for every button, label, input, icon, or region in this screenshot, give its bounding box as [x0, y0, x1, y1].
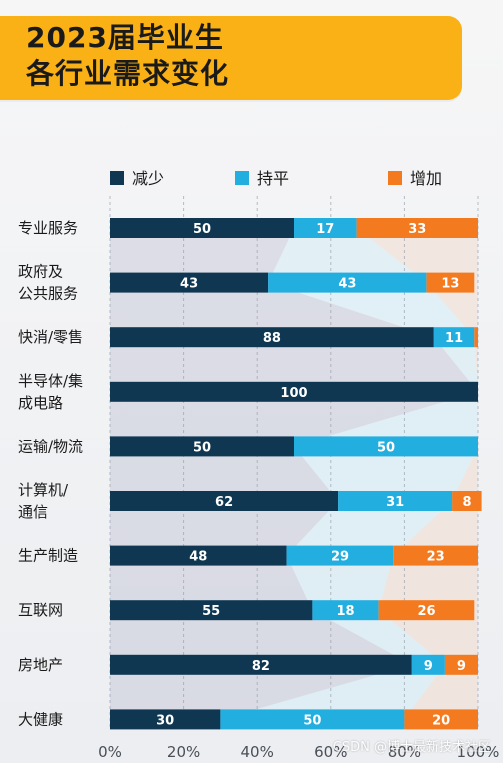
bar-1-1	[268, 272, 427, 293]
x-tick-5: 100%	[457, 743, 500, 761]
category-label-9: 大健康	[18, 710, 63, 728]
bar-label-8-0: 82	[252, 659, 270, 674]
bar-7-1	[312, 600, 379, 621]
bar-4-0	[110, 436, 294, 457]
bar-0-0	[110, 218, 294, 238]
x-tick-3: 60%	[314, 743, 347, 761]
bar-9-2	[404, 709, 478, 730]
bar-8-0	[110, 654, 412, 675]
legend-label-1: 持平	[257, 169, 289, 188]
bar-label-0-1: 17	[316, 222, 334, 237]
bar-label-5-2: 8	[462, 495, 471, 510]
bar-4-1	[294, 436, 478, 457]
legend-swatch-1	[235, 171, 249, 185]
bar-label-7-1: 18	[336, 604, 354, 619]
data-labels: 50 17 33 43 43 13 88 11 100 50 50 62 31 8 48 29 23 55 18 26…	[156, 222, 471, 728]
bar-label-6-1: 29	[331, 550, 349, 565]
bar-9-1	[220, 709, 405, 730]
bar-0-2	[356, 218, 478, 238]
x-tick-1: 20%	[167, 743, 200, 761]
legend-label-2: 增加	[410, 169, 442, 188]
watermark-text: CSDN @博士最新技术社区	[332, 740, 491, 755]
bar-6-1	[286, 545, 394, 566]
bar-0-1	[294, 218, 357, 238]
bar-label-3-0: 100	[280, 386, 307, 401]
bar-label-9-2: 20	[432, 713, 450, 728]
title-line-1: 2023届毕业生	[26, 21, 224, 54]
x-tick-0: 0%	[98, 743, 122, 761]
bar-2-1	[433, 327, 475, 348]
bar-1-0	[110, 272, 269, 293]
bar-label-2-1: 11	[445, 331, 463, 346]
category-label-0: 专业服务	[18, 219, 78, 237]
bar-label-0-2: 33	[408, 222, 426, 237]
bar-label-5-0: 62	[215, 495, 233, 510]
background-band-increase	[356, 228, 478, 720]
bar-label-8-1: 9	[424, 659, 433, 674]
bar-7-0	[110, 600, 313, 621]
bar-label-6-2: 23	[427, 550, 445, 565]
bar-2-2	[474, 327, 478, 348]
bar-5-2	[452, 491, 482, 511]
legend: 减少 持平 增加	[110, 169, 442, 188]
category-label-4: 运输/物流	[18, 437, 83, 455]
bar-8-1	[411, 654, 445, 675]
title-line-2: 各行业需求变化	[26, 57, 230, 90]
background-band-decrease	[110, 228, 478, 720]
bar-6-0	[110, 545, 287, 566]
category-label-2: 快消/零售	[18, 328, 83, 346]
legend-label-0: 减少	[132, 169, 164, 188]
category-label-6: 生产制造	[18, 547, 78, 565]
bar-5-1	[338, 491, 453, 511]
x-tick-2: 40%	[241, 743, 274, 761]
bar-label-0-0: 50	[193, 222, 211, 237]
bar-label-4-0: 50	[193, 440, 211, 455]
bar-label-1-0: 43	[180, 277, 198, 292]
x-tick-4: 80%	[388, 743, 421, 761]
category-label-8: 房地产	[18, 656, 63, 674]
x-axis-ticks: 0% 20% 40% 60% 80% 100%	[98, 743, 499, 761]
bar-8-2	[444, 654, 478, 675]
bar-label-5-1: 31	[386, 495, 404, 510]
bar-label-9-1: 50	[303, 713, 321, 728]
bar-label-6-0: 48	[189, 550, 207, 565]
bar-label-9-0: 30	[156, 713, 174, 728]
category-label-3: 半导体/集成电路	[18, 372, 83, 412]
bar-7-2	[378, 600, 475, 621]
bar-label-7-2: 26	[417, 604, 435, 619]
bar-label-4-1: 50	[377, 440, 395, 455]
page-title: 2023届毕业生 各行业需求变化	[26, 20, 229, 92]
bar-label-2-0: 88	[263, 331, 281, 346]
bar-label-7-0: 55	[202, 604, 220, 619]
chart-background	[110, 228, 478, 720]
bar-label-1-2: 13	[441, 277, 459, 292]
background-band-flat	[220, 228, 478, 720]
legend-swatch-0	[110, 171, 124, 185]
bar-2-0	[110, 327, 434, 348]
bar-3-0	[110, 381, 478, 402]
bar-1-2	[426, 272, 475, 293]
bars	[110, 218, 482, 730]
title-banner	[0, 16, 462, 100]
bar-6-2	[393, 545, 478, 566]
bar-5-0	[110, 491, 339, 511]
bar-label-8-2: 9	[457, 659, 466, 674]
grid-lines	[109, 196, 479, 730]
legend-swatch-2	[388, 171, 402, 185]
category-labels: 专业服务政府及公共服务快消/零售半导体/集成电路运输/物流计算机/通信生产制造互…	[18, 219, 83, 728]
category-label-7: 互联网	[18, 601, 63, 619]
category-label-1: 政府及公共服务	[18, 263, 78, 303]
bar-9-0	[110, 709, 221, 730]
category-label-5: 计算机/通信	[18, 481, 69, 521]
bar-label-1-1: 43	[338, 277, 356, 292]
